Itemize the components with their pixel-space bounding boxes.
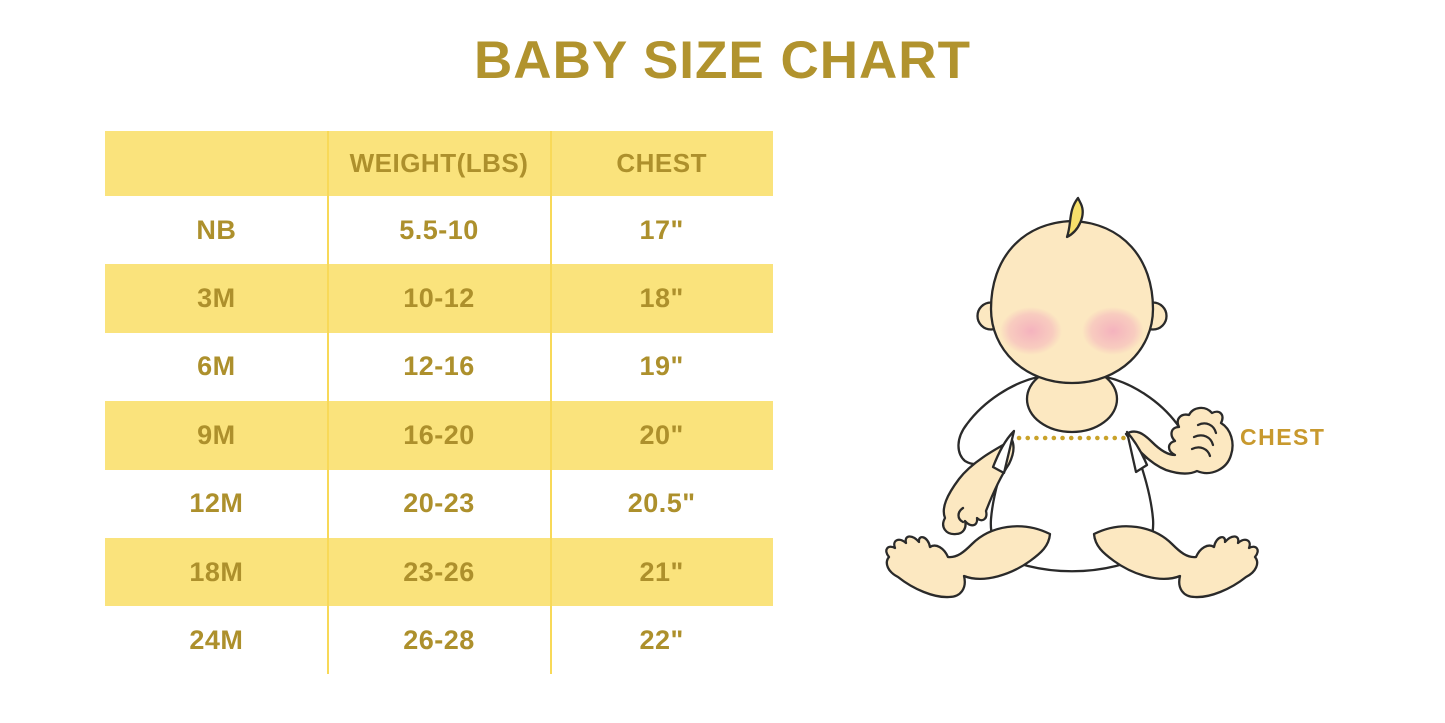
baby-right-leg — [1092, 525, 1259, 599]
baby-drawing-icon — [885, 196, 1259, 599]
chest-value: 22" — [639, 625, 684, 656]
weight-value: 23-26 — [403, 556, 475, 587]
baby-size-table: WEIGHT(LBS) CHEST NB 5.5-10 17" 3M 10-12… — [105, 131, 773, 675]
page-title: BABY SIZE CHART — [474, 31, 971, 90]
weight-value: 12-16 — [403, 351, 475, 382]
baby-head — [989, 219, 1155, 385]
baby-blush — [1000, 307, 1062, 355]
size-value: 6M — [197, 351, 236, 382]
baby-illustration — [885, 185, 1335, 635]
size-value: 9M — [197, 419, 236, 450]
header-chest: CHEST — [616, 148, 707, 178]
table-row-24m: 24M 26-28 22" — [105, 606, 773, 675]
column-divider — [550, 131, 552, 674]
table-header-row: WEIGHT(LBS) CHEST — [105, 131, 773, 196]
chest-measurement-label: CHEST — [1240, 424, 1326, 450]
table-row-6m: 6M 12-16 19" — [105, 332, 773, 402]
size-value: 24M — [189, 625, 244, 656]
size-value: 3M — [197, 283, 236, 314]
weight-value: 5.5-10 — [399, 214, 479, 245]
chest-value: 20.5" — [627, 488, 696, 519]
table-row-3m: 3M 10-12 18" — [105, 264, 773, 333]
weight-value: 20-23 — [403, 488, 475, 519]
header-weight: WEIGHT(LBS) — [349, 148, 529, 178]
size-value: 18M — [189, 556, 244, 587]
baby-hair-curl — [1065, 196, 1084, 239]
size-value: 12M — [189, 488, 244, 519]
table-row-18m: 18M 23-26 21" — [105, 537, 773, 607]
size-value: NB — [196, 214, 237, 245]
header-size — [105, 131, 328, 196]
weight-value: 10-12 — [403, 283, 475, 314]
table-row-9m: 9M 16-20 20" — [105, 401, 773, 470]
table-row-nb: NB 5.5-10 17" — [105, 196, 773, 265]
sleeve-notch — [991, 429, 1016, 475]
weight-value: 16-20 — [403, 419, 475, 450]
chest-value: 21" — [639, 556, 684, 587]
chest-value: 17" — [639, 214, 684, 245]
chest-value: 20" — [639, 419, 684, 450]
chest-value: 18" — [639, 283, 684, 314]
column-divider — [327, 131, 329, 674]
baby-blush — [1082, 307, 1144, 355]
baby-torso — [957, 372, 1187, 573]
table-row-12m: 12M 20-23 20.5" — [105, 469, 773, 538]
sleeve-notch — [1125, 430, 1149, 474]
chest-value: 19" — [639, 351, 684, 382]
weight-value: 26-28 — [403, 625, 475, 656]
baby-left-leg — [885, 525, 1052, 599]
